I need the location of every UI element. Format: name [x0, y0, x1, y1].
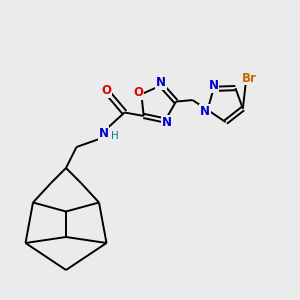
- Text: N: N: [208, 79, 218, 92]
- Text: N: N: [98, 127, 109, 140]
- Text: N: N: [200, 105, 210, 118]
- Text: N: N: [156, 76, 167, 89]
- Text: H: H: [111, 131, 119, 141]
- Text: Br: Br: [242, 71, 256, 85]
- Text: N: N: [162, 116, 172, 129]
- Text: O: O: [134, 86, 143, 99]
- Text: O: O: [101, 84, 112, 97]
